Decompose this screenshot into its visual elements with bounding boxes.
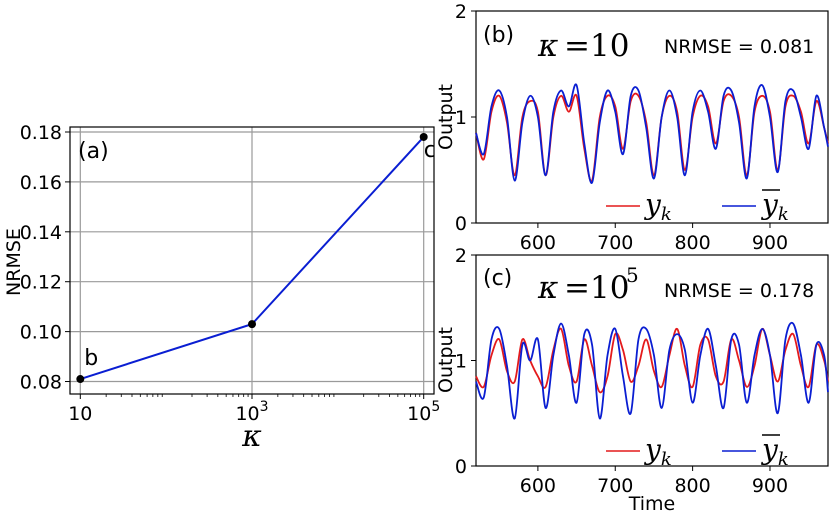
x-tick-label: 800 <box>674 232 710 254</box>
y-tick-label: 2 <box>455 245 467 267</box>
panel-b-y-axis-label: Output <box>435 84 457 150</box>
panel-b-legend: yk yk <box>606 188 789 225</box>
x-tick-label: 700 <box>597 232 633 254</box>
panel-c-kappa-exponent: 5 <box>626 263 639 287</box>
panel-c-label: (c) <box>483 266 512 291</box>
panel-c-series <box>475 321 829 420</box>
x-tick-label: 700 <box>597 475 633 497</box>
panel-a-label: (a) <box>78 139 109 164</box>
panel-a-y-tick-label: 0.08 <box>20 372 62 394</box>
x-tick-label: 900 <box>752 232 788 254</box>
y-tick-label: 2 <box>455 1 467 23</box>
series-y-bar-k-line <box>475 321 829 420</box>
panel-b-label: (b) <box>483 23 514 48</box>
panel-a-series: bc <box>76 132 436 384</box>
panel-c-kappa-value: 10 <box>590 270 629 306</box>
panel-c-x-axis-label: Time <box>628 493 676 515</box>
panel-a-point-label: c <box>424 138 436 163</box>
panel-c-kappa-symbol: κ <box>537 270 558 306</box>
x-tick-label: 600 <box>520 475 556 497</box>
panel-a-y-tick-label: 0.12 <box>20 272 62 294</box>
series-y-bar-k-line <box>475 83 829 184</box>
x-tick-label: 800 <box>674 475 710 497</box>
panel-a-x-tick-label: 105 <box>407 399 440 425</box>
panel-b-nrmse: NRMSE = 0.081 <box>664 36 814 58</box>
y-tick-label: 0 <box>455 456 467 478</box>
panel-a-grid <box>70 127 434 394</box>
panel-a-data-point <box>419 132 428 141</box>
panel-a-y-axis-label: NRMSE <box>3 228 25 296</box>
x-tick-label: 900 <box>752 475 788 497</box>
legend-y-bar-k: yk <box>760 188 789 225</box>
y-tick-label: 1 <box>455 351 467 373</box>
panel-a-y-tick-label: 0.14 <box>20 222 62 244</box>
panel-a-y-tick-label: 0.16 <box>20 172 62 194</box>
panel-c-ticks: 0 1 2 600 700 800 900 <box>455 245 788 497</box>
panel-b-kappa-symbol: κ <box>537 28 558 64</box>
panel-c-y-axis-label: Output <box>435 327 457 393</box>
legend-y-bar-k: yk <box>760 433 789 470</box>
panel-b-kappa-eq: = <box>564 28 590 64</box>
panel-b-timeseries-kappa-10: 0 1 2 600 700 800 900 (b) κ = 10 NRMSE = 0.081… <box>435 1 829 254</box>
panel-c-timeseries-kappa-1e5: 0 1 2 600 700 800 900 (c) κ = 10 5 NRMSE = 0.1… <box>435 245 829 515</box>
panel-a-y-ticks: 0.08 0.10 0.12 0.14 0.16 0.18 <box>20 122 70 394</box>
panel-c-nrmse: NRMSE = 0.178 <box>664 280 814 302</box>
panel-b-ticks: 0 1 2 600 700 800 900 <box>455 1 788 254</box>
panel-c-kappa-eq: = <box>564 270 590 306</box>
panel-a-data-point <box>76 375 85 384</box>
panel-c-legend: yk yk <box>606 433 789 470</box>
y-tick-label: 1 <box>455 107 467 129</box>
panel-a-y-tick-label: 0.10 <box>20 322 62 344</box>
panel-a-y-tick-label: 0.18 <box>20 122 62 144</box>
panel-a-x-tick-label: 10 <box>68 403 92 425</box>
panel-a-nrmse-vs-kappa: 0.080.100.120.140.160.18 10 103 105 bc (a)… <box>3 122 440 454</box>
panel-b-kappa-value: 10 <box>590 28 629 64</box>
panel-a-point-label: b <box>84 346 98 371</box>
x-tick-label: 600 <box>520 232 556 254</box>
panel-a-data-point <box>248 320 256 329</box>
legend-y-k: yk <box>643 188 672 225</box>
series-y-k-line <box>475 327 829 394</box>
legend-y-k: yk <box>643 433 672 470</box>
y-tick-label: 0 <box>455 213 467 235</box>
panel-a-x-axis-label: κ <box>241 419 262 454</box>
panel-b-series <box>475 83 829 184</box>
